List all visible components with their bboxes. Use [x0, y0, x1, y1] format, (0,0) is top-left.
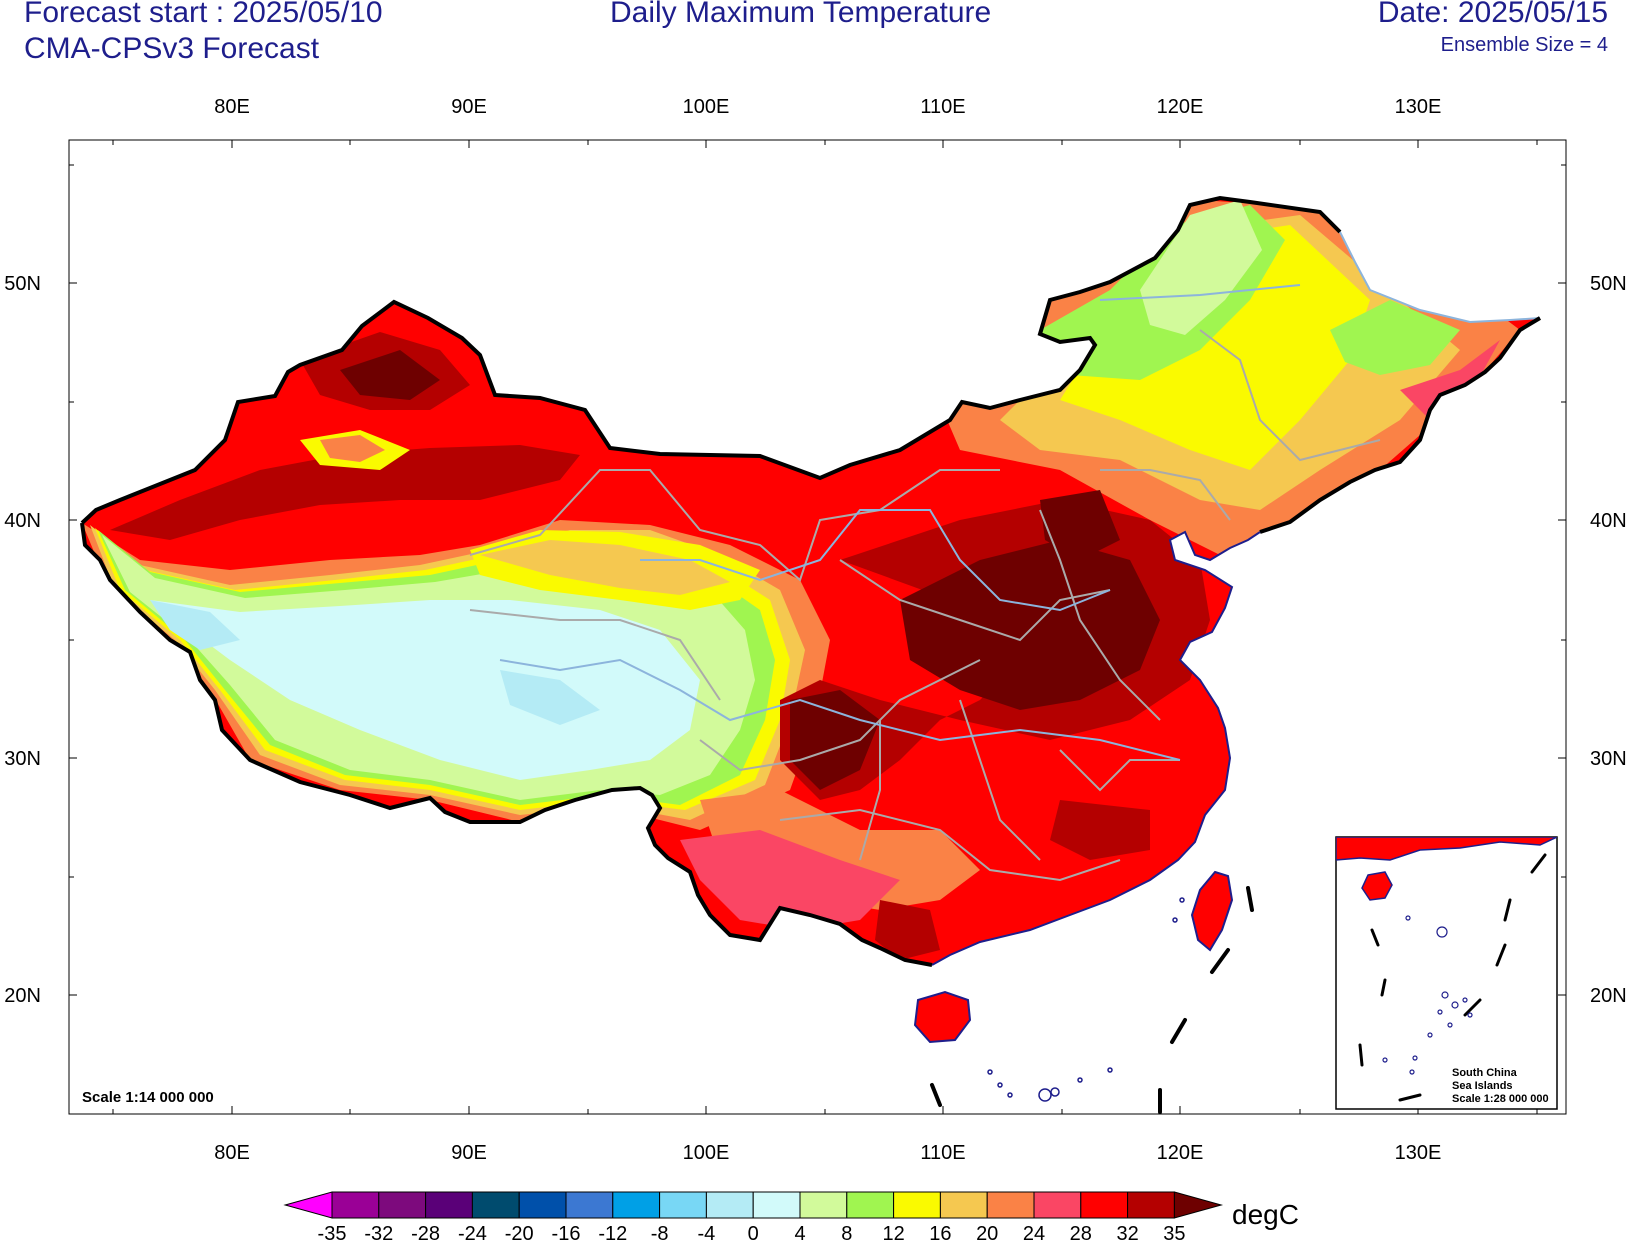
colorbar-level-label: 35	[1163, 1223, 1185, 1241]
colorbar-level-label: 32	[1116, 1223, 1138, 1241]
colorbar-swatch	[331, 1191, 380, 1219]
inset-title-line1: South China	[1452, 1067, 1518, 1079]
colorbar-level-label: -24	[458, 1223, 487, 1241]
colorbar-swatch	[471, 1191, 520, 1219]
colorbar-level-label: 28	[1070, 1223, 1092, 1241]
colorbar-level-label: -32	[364, 1223, 393, 1241]
colorbar-swatch	[799, 1191, 848, 1219]
lat-label: 30N	[4, 748, 41, 770]
chart-title: Daily Maximum Temperature	[610, 0, 992, 29]
colorbar-swatch	[1033, 1191, 1082, 1219]
lon-label: 80E	[214, 1142, 250, 1164]
lon-labels-top: 80E 90E 100E 110E 120E 130E	[214, 96, 1441, 118]
inset-title-line2: Sea Islands	[1452, 1080, 1513, 1092]
colorbar-level-label: -20	[505, 1223, 534, 1241]
lon-label: 130E	[1395, 96, 1442, 118]
lon-label: 120E	[1157, 1142, 1204, 1164]
colorbar-swatch	[612, 1191, 661, 1219]
colorbar-swatch	[425, 1191, 473, 1219]
lat-labels-right: 50N 40N 30N 20N	[1590, 273, 1627, 1007]
inset-scale-label: Scale 1:28 000 000	[1452, 1093, 1549, 1105]
colorbar: -35 -32 -28 -24 -20 -16 -12 -8 -4 0 4 8 12 16 20 24 28 32…	[283, 1191, 1224, 1241]
lon-label: 100E	[683, 96, 730, 118]
colorbar-swatch	[518, 1191, 567, 1219]
lat-label: 40N	[1590, 510, 1627, 532]
colorbar-swatch	[752, 1191, 801, 1219]
map-scale-label: Scale 1:14 000 000	[82, 1089, 214, 1106]
colorbar-swatch	[659, 1191, 707, 1219]
colorbar-level-label: -16	[552, 1223, 581, 1241]
lon-label: 110E	[920, 1142, 965, 1164]
colorbar-level-label: 24	[1023, 1223, 1045, 1241]
colorbar-swatch	[986, 1191, 1035, 1219]
lat-label: 20N	[4, 985, 41, 1007]
valid-date-label: Date: 2025/05/15	[1377, 0, 1608, 29]
china-outline	[80, 195, 1542, 967]
colorbar-swatch	[565, 1191, 614, 1219]
lon-label: 130E	[1395, 1142, 1442, 1164]
graticule-ticks	[69, 140, 1566, 1114]
colorbar-level-label: -12	[598, 1223, 627, 1241]
south-china-sea-inset: South China Sea Islands Scale 1:28 000 0…	[1335, 836, 1558, 1110]
colorbar-swatch	[1173, 1191, 1224, 1219]
ensemble-size-label: Ensemble Size = 4	[1440, 34, 1608, 56]
colorbar-unit-label: degC	[1232, 1199, 1299, 1230]
lat-label: 50N	[1590, 273, 1627, 295]
lon-label: 110E	[920, 96, 965, 118]
colorbar-level-label: 4	[794, 1223, 805, 1241]
lat-label: 30N	[1590, 748, 1627, 770]
colorbar-swatch	[705, 1191, 754, 1219]
colorbar-level-label: -35	[318, 1223, 347, 1241]
colorbar-level-label: 0	[748, 1223, 759, 1241]
colorbar-level-label: 16	[929, 1223, 951, 1241]
lon-label: 90E	[451, 96, 487, 118]
colorbar-level-label: -8	[651, 1223, 669, 1241]
lat-label: 40N	[4, 510, 41, 532]
colorbar-swatch	[846, 1191, 895, 1219]
colorbar-swatch	[378, 1191, 427, 1219]
colorbar-swatch	[1127, 1191, 1175, 1219]
province-boundaries	[469, 329, 1381, 882]
taiwan-island	[1190, 870, 1234, 952]
lon-label: 100E	[683, 1142, 730, 1164]
lat-label: 20N	[1590, 985, 1627, 1007]
lon-label: 120E	[1157, 96, 1204, 118]
small-islands	[987, 897, 1185, 1102]
colorbar-level-label: 8	[841, 1223, 852, 1241]
colorbar-swatch	[283, 1191, 333, 1219]
colorbar-level-label: -4	[698, 1223, 716, 1241]
maritime-boundary-dashes	[930, 886, 1254, 1114]
lon-label: 80E	[214, 96, 250, 118]
rivers	[499, 284, 1301, 761]
lat-label: 50N	[4, 273, 41, 295]
colorbar-swatch	[1080, 1191, 1129, 1219]
colorbar-swatch	[893, 1191, 941, 1219]
model-name-label: CMA-CPSv3 Forecast	[24, 32, 320, 65]
colorbar-level-label: -28	[411, 1223, 440, 1241]
colorbar-level-label: 12	[882, 1223, 904, 1241]
hainan-island	[913, 990, 972, 1044]
lon-labels-bottom: 80E 90E 100E 110E 120E 130E	[214, 1142, 1441, 1164]
colorbar-level-label: 20	[976, 1223, 998, 1241]
colorbar-swatch	[939, 1191, 988, 1219]
forecast-start-label: Forecast start : 2025/05/10	[24, 0, 383, 29]
lon-label: 90E	[451, 1142, 487, 1164]
lat-labels-left: 50N 40N 30N 20N	[4, 273, 41, 1007]
